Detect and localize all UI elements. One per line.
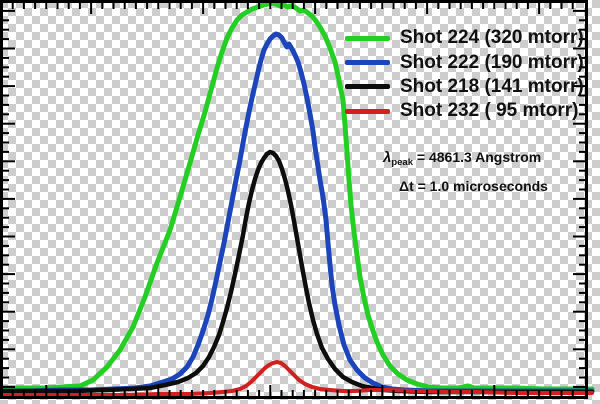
plot-frame bbox=[0, 0, 588, 399]
curve-shot-218-141-mtorr bbox=[0, 149, 595, 395]
curve-shot-222-190-mtorr bbox=[0, 31, 595, 394]
legend-item-shot-224: Shot 224 (320 mtorr) bbox=[345, 26, 584, 50]
legend-item-shot-218: Shot 218 (141 mtorr) bbox=[345, 75, 584, 99]
legend-swatch-green bbox=[345, 35, 390, 41]
legend-swatch-red bbox=[345, 108, 390, 114]
annotation-delta-t: Δt = 1.0 microseconds bbox=[399, 178, 548, 194]
annotation-lambda-peak: λpeak = 4861.3 Angstrom bbox=[383, 149, 541, 168]
legend: Shot 224 (320 mtorr) Shot 222 (190 mtorr… bbox=[345, 26, 584, 124]
lambda-value: = 4861.3 Angstrom bbox=[413, 149, 542, 165]
curve-shot-224-320-mtorr bbox=[0, 0, 595, 392]
legend-label-shot-222: Shot 222 (190 mtorr) bbox=[400, 51, 584, 73]
lambda-symbol: λ bbox=[383, 149, 392, 166]
lambda-subscript: peak bbox=[391, 157, 413, 168]
legend-item-shot-222: Shot 222 (190 mtorr) bbox=[345, 50, 584, 74]
curve-shot-232-95-mtorr bbox=[0, 360, 594, 397]
legend-label-shot-224: Shot 224 (320 mtorr) bbox=[400, 27, 584, 49]
legend-swatch-black bbox=[345, 84, 390, 90]
legend-label-shot-232: Shot 232 ( 95 mtorr) bbox=[400, 100, 579, 122]
legend-swatch-blue bbox=[345, 60, 390, 66]
legend-item-shot-232: Shot 232 ( 95 mtorr) bbox=[345, 99, 584, 123]
legend-label-shot-218: Shot 218 (141 mtorr) bbox=[400, 75, 584, 97]
